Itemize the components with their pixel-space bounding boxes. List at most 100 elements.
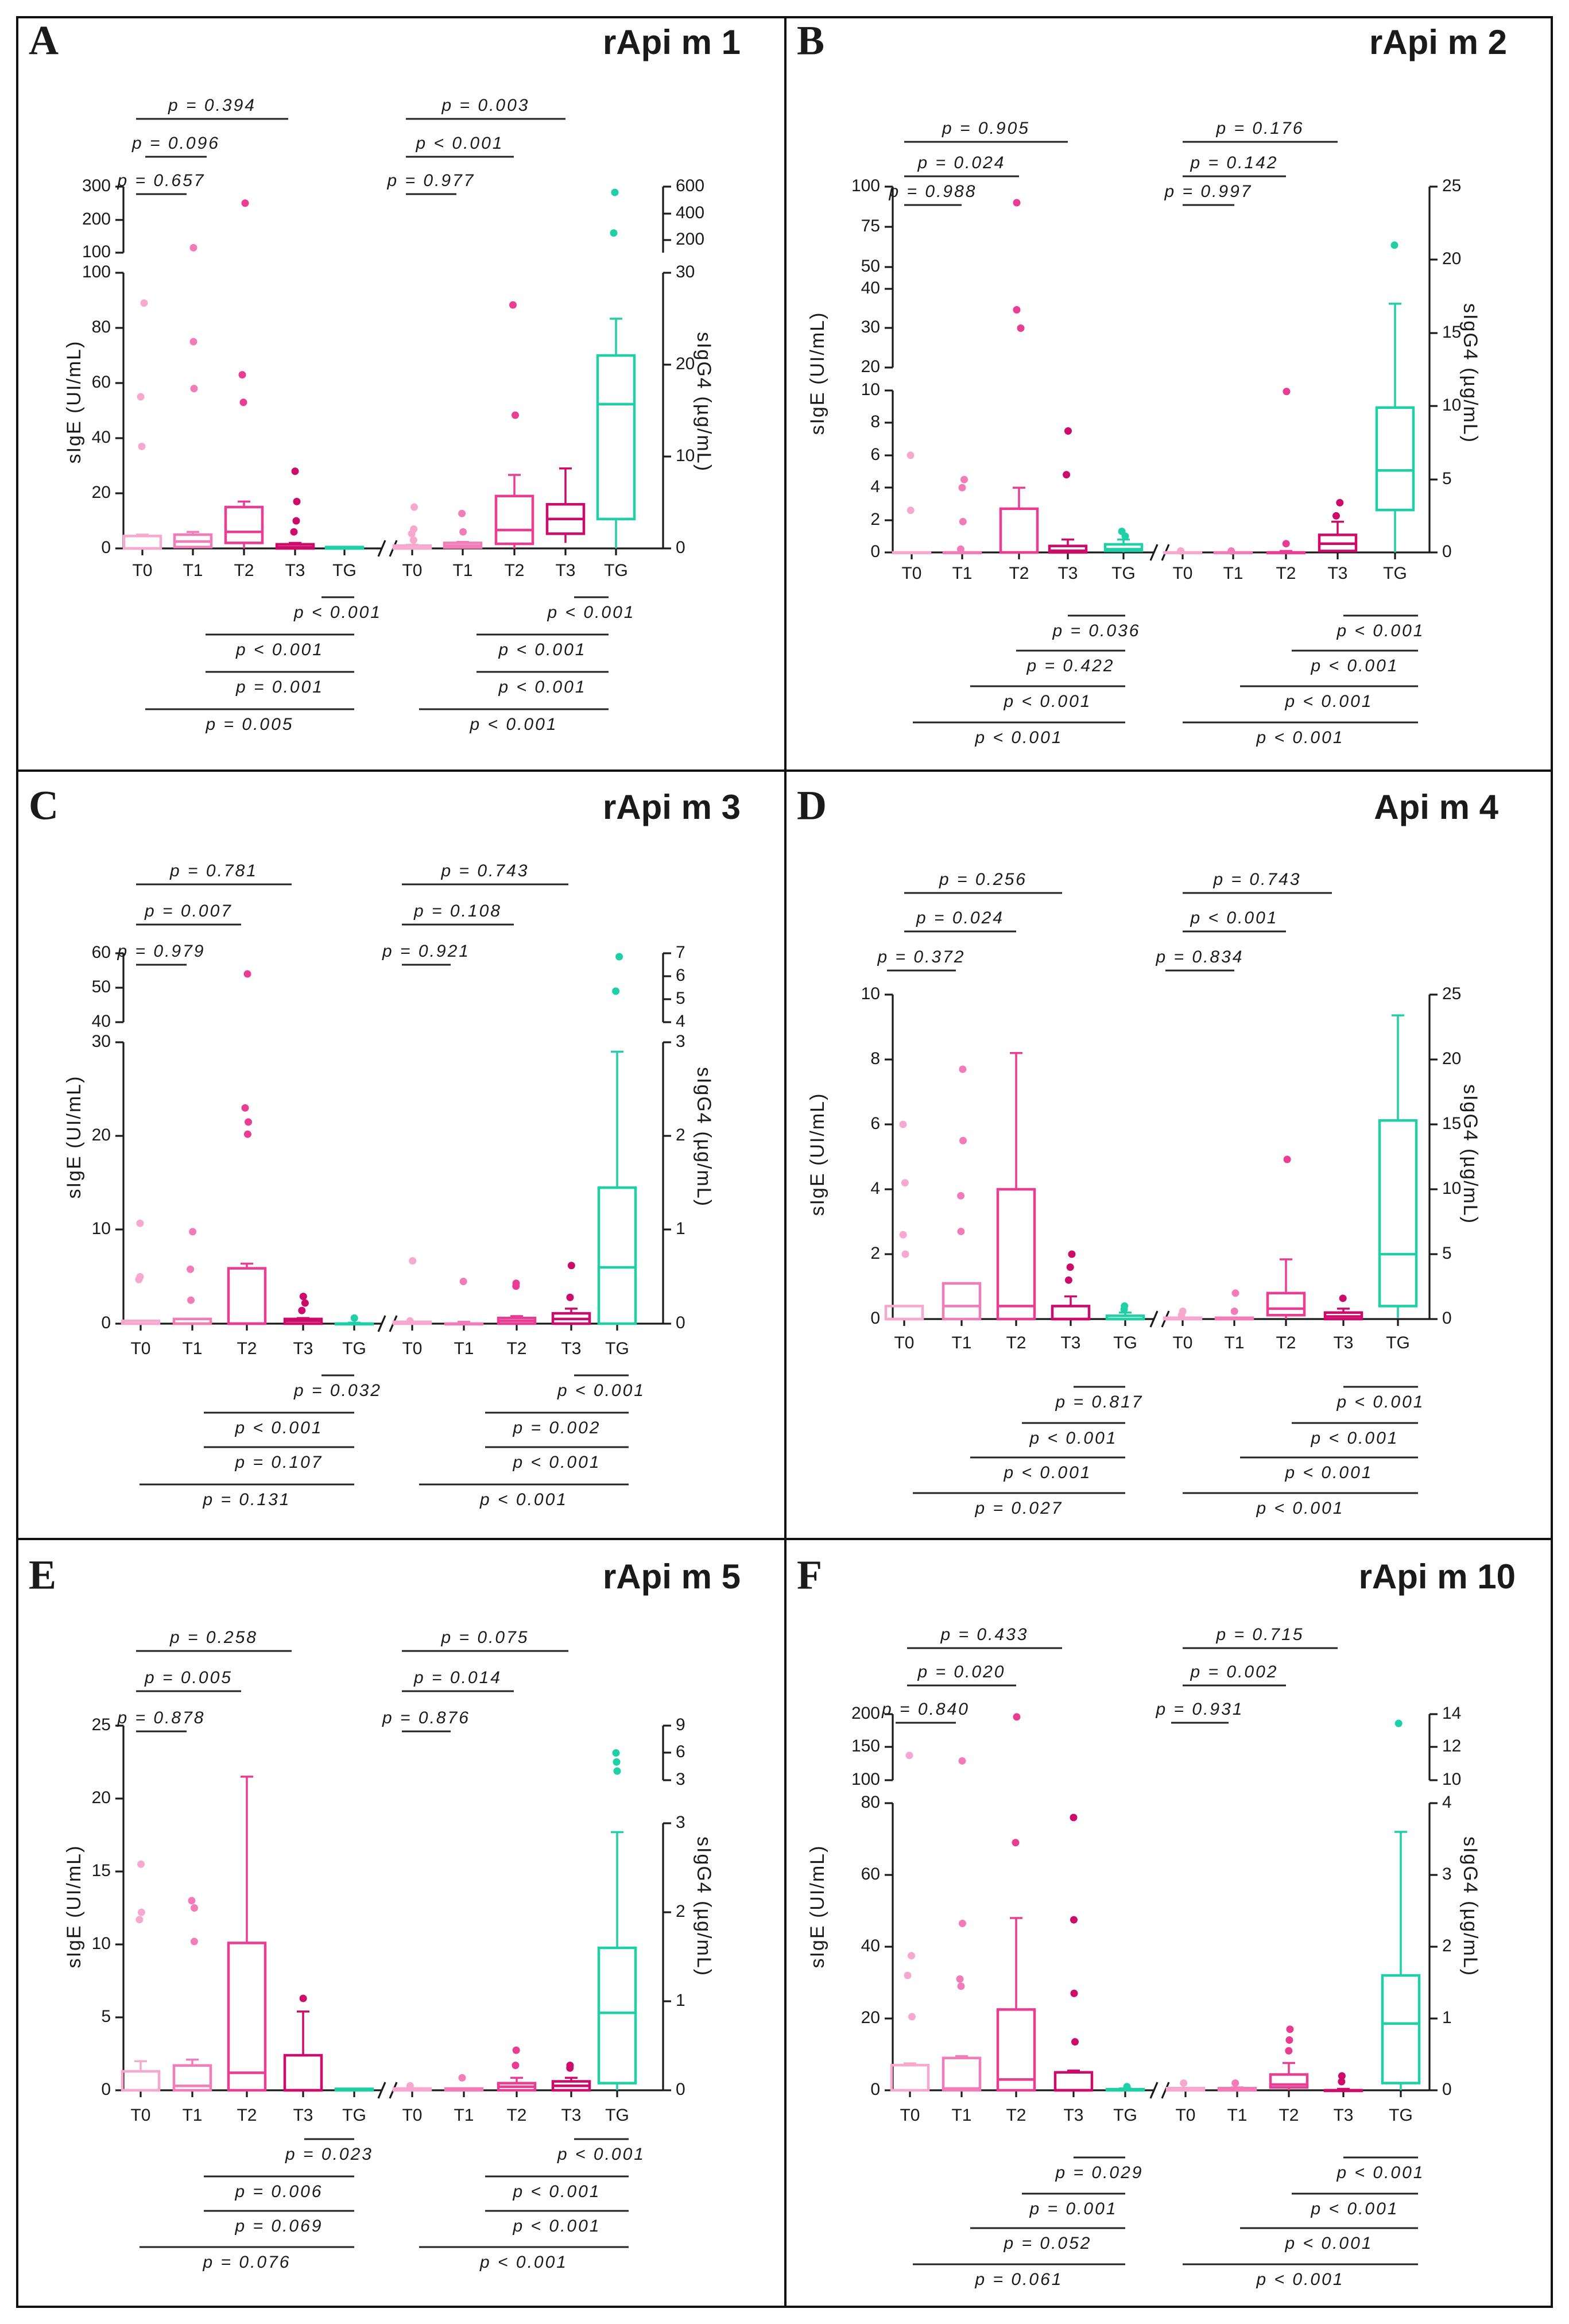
top-pvalue-right-label: p = 0.921 bbox=[382, 942, 470, 961]
outlier-point bbox=[1230, 1307, 1238, 1315]
outlier-point bbox=[956, 1975, 964, 1983]
sigg4-box-tg bbox=[596, 188, 636, 548]
x-tick-label: TG bbox=[1113, 2106, 1137, 2125]
sige-box-t0 bbox=[884, 1120, 924, 1321]
outlier-point bbox=[350, 1314, 358, 1322]
outlier-point bbox=[189, 338, 197, 346]
left-tick-label: 10 bbox=[861, 380, 880, 399]
bottom-pvalue-right-label: p < 0.001 bbox=[1256, 2270, 1345, 2289]
outlier-point bbox=[613, 1758, 621, 1766]
iqr-box bbox=[122, 535, 162, 550]
sige-box-t1 bbox=[942, 1065, 982, 1321]
x-axis-break-mark bbox=[377, 1315, 386, 1332]
top-pvalue-right-label: p = 0.931 bbox=[1156, 1700, 1244, 1719]
outlier-point bbox=[1013, 1713, 1021, 1721]
left-tick-label: 0 bbox=[870, 2080, 880, 2099]
outlier-point bbox=[1071, 2038, 1079, 2046]
bottom-pvalue-right-label: p < 0.001 bbox=[1311, 2199, 1399, 2218]
iqr-box bbox=[596, 354, 636, 521]
sige-box-t3 bbox=[1051, 1250, 1091, 1321]
outlier-point bbox=[959, 1136, 967, 1144]
outlier-point bbox=[908, 2013, 916, 2021]
bottom-pvalue-right-label: p < 0.001 bbox=[1285, 692, 1373, 711]
sigg4-box-t0 bbox=[392, 503, 432, 550]
x-tick-label: T2 bbox=[506, 1339, 526, 1358]
outlier-point bbox=[906, 506, 915, 515]
bottom-pvalue-left-label: p = 0.817 bbox=[1055, 1393, 1144, 1412]
right-break-tick-label: 10 bbox=[1442, 1770, 1461, 1789]
outlier-point bbox=[1283, 388, 1291, 396]
outlier-point bbox=[187, 1296, 195, 1304]
left-break-tick-label: 300 bbox=[82, 176, 111, 195]
x-tick-label: T2 bbox=[1009, 564, 1029, 583]
right-axis-title: sIgG4 (µg/mL) bbox=[693, 332, 715, 472]
x-tick-label: TG bbox=[604, 561, 628, 580]
sige-box-t3 bbox=[1053, 1813, 1094, 2092]
left-tick-label: 6 bbox=[870, 445, 880, 464]
panel-letter: D bbox=[797, 783, 827, 829]
outlier-point bbox=[1286, 2025, 1294, 2033]
x-tick-label: T1 bbox=[182, 2106, 202, 2125]
bottom-pvalue-right-label: p < 0.001 bbox=[557, 1381, 645, 1400]
outlier-point bbox=[1118, 527, 1126, 535]
x-tick-label: T1 bbox=[1223, 564, 1243, 583]
outlier-point bbox=[611, 188, 619, 196]
panel-title: rApi m 2 bbox=[1369, 23, 1507, 61]
x-tick-label: T2 bbox=[1279, 2106, 1299, 2125]
left-tick-label: 20 bbox=[92, 483, 111, 502]
bottom-pvalue-right-label: p < 0.001 bbox=[513, 2182, 601, 2201]
bottom-pvalue-right-label: p < 0.001 bbox=[1256, 728, 1345, 747]
outlier-point bbox=[1282, 540, 1290, 548]
outlier-point bbox=[188, 1897, 196, 1905]
outlier-point bbox=[1180, 2079, 1188, 2087]
outlier-point bbox=[458, 509, 466, 517]
right-tick-label: 0 bbox=[1442, 542, 1452, 561]
sigg4-box-t1 bbox=[1213, 547, 1253, 555]
sige-box-t2 bbox=[996, 1051, 1036, 1321]
sigg4-box-t2 bbox=[1266, 388, 1306, 555]
top-pvalue-right-label: p = 0.997 bbox=[1164, 182, 1253, 201]
outlier-point bbox=[1063, 471, 1071, 479]
x-tick-label: T3 bbox=[1060, 1333, 1080, 1352]
x-tick-label: T1 bbox=[452, 561, 472, 580]
x-tick-label: TG bbox=[1383, 564, 1407, 583]
left-axis-title: sIgE (UI/mL) bbox=[63, 1076, 85, 1199]
iqr-box bbox=[942, 2056, 982, 2092]
outlier-point bbox=[1179, 1307, 1187, 1315]
left-axis-title: sIgE (UI/mL) bbox=[63, 1845, 85, 1969]
panel-title: rApi m 5 bbox=[603, 1557, 741, 1596]
sige-box-tg bbox=[334, 1314, 374, 1326]
iqr-box bbox=[942, 1282, 982, 1321]
outlier-point bbox=[1339, 1294, 1347, 1302]
outlier-point bbox=[612, 987, 620, 995]
sige-box-t1 bbox=[942, 475, 982, 555]
bottom-pvalue-right-label: p < 0.001 bbox=[1336, 1393, 1425, 1412]
outlier-point bbox=[189, 1228, 197, 1236]
left-break-tick-label: 100 bbox=[851, 1770, 880, 1789]
x-tick-label: T1 bbox=[454, 1339, 474, 1358]
x-tick-label: T0 bbox=[402, 2106, 422, 2125]
outlier-point bbox=[138, 442, 146, 450]
left-tick-label: 6 bbox=[870, 1114, 880, 1133]
x-tick-label: T0 bbox=[132, 561, 152, 580]
outlier-point bbox=[298, 1306, 306, 1314]
outlier-point bbox=[958, 484, 966, 492]
outlier-point bbox=[241, 199, 249, 207]
sigg4-box-tg bbox=[1381, 1719, 1421, 2090]
outlier-point bbox=[566, 2062, 574, 2070]
iqr-box bbox=[1269, 2073, 1309, 2089]
x-tick-label: TG bbox=[605, 2106, 629, 2125]
top-pvalue-left-label: p = 0.781 bbox=[169, 861, 258, 880]
right-tick-label: 30 bbox=[676, 262, 695, 281]
iqr-box bbox=[224, 505, 264, 544]
sigg4-box-tg bbox=[1375, 241, 1415, 552]
sigg4-box-t0 bbox=[1163, 1307, 1203, 1321]
outlier-point bbox=[1070, 1813, 1078, 1822]
iqr-box bbox=[884, 1305, 924, 1321]
x-tick-label: T2 bbox=[1276, 564, 1296, 583]
iqr-box bbox=[1381, 1974, 1421, 2085]
right-tick-label: 10 bbox=[676, 446, 695, 465]
sige-box-t3 bbox=[1048, 427, 1088, 554]
bottom-pvalue-left-label: p < 0.001 bbox=[293, 603, 382, 622]
bottom-pvalue-left-label: p = 0.036 bbox=[1052, 621, 1141, 640]
